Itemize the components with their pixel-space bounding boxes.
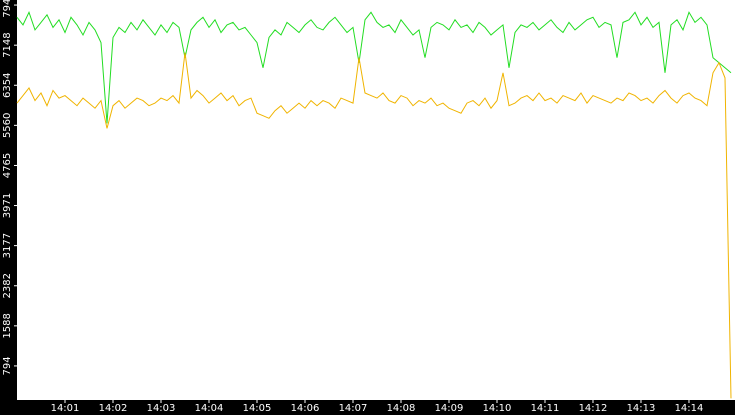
series-line <box>16 52 732 399</box>
x-tick-label: 14:08 <box>387 403 416 414</box>
x-tick-label: 14:06 <box>291 403 320 414</box>
y-tick-label: 6354 <box>2 73 13 98</box>
x-tick-label: 14:10 <box>483 403 512 414</box>
y-tick-label: 2382 <box>2 273 13 298</box>
y-tick-label: 3971 <box>2 193 13 218</box>
series-line <box>16 10 732 124</box>
x-tick-label: 14:11 <box>531 403 560 414</box>
y-axis-bar <box>0 0 17 415</box>
x-tick-label: 14:13 <box>627 403 656 414</box>
x-axis-bar <box>0 400 735 415</box>
y-tick-label: 7148 <box>2 32 13 57</box>
y-tick-label: 794 <box>2 356 13 375</box>
y-tick-label: 7943 <box>2 0 13 18</box>
x-tick-label: 14:01 <box>51 403 80 414</box>
x-tick-label: 14:14 <box>675 403 704 414</box>
x-tick-label: 14:02 <box>99 403 128 414</box>
x-tick-label: 14:04 <box>195 403 224 414</box>
y-tick-label: 4765 <box>2 153 13 178</box>
x-tick-label: 14:03 <box>147 403 176 414</box>
x-tick-label: 14:05 <box>243 403 272 414</box>
y-tick-label: 1588 <box>2 313 13 338</box>
y-tick-label: 3177 <box>2 233 13 258</box>
x-tick-label: 14:07 <box>339 403 368 414</box>
y-tick-label: 5560 <box>2 113 13 138</box>
x-tick-label: 14:12 <box>579 403 608 414</box>
x-tick-label: 14:09 <box>435 403 464 414</box>
